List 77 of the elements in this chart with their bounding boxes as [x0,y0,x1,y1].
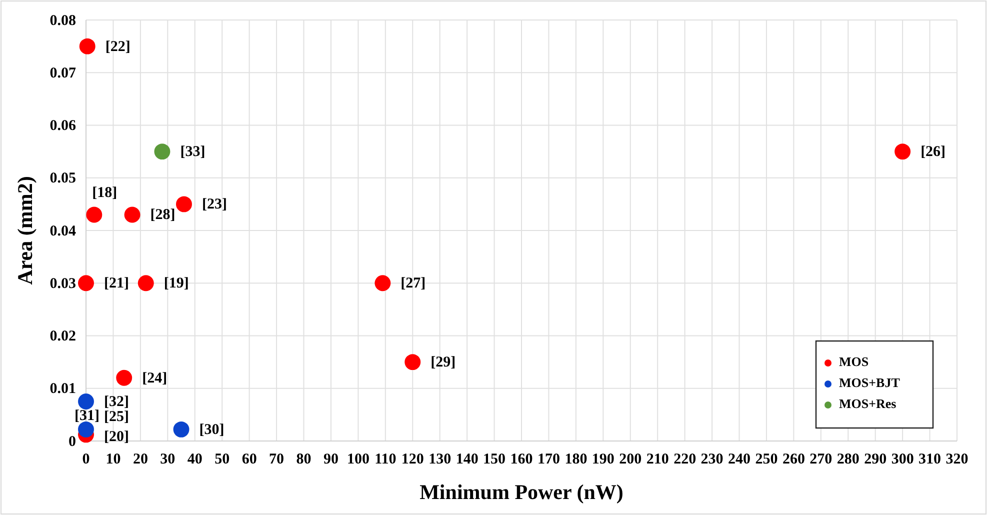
x-tick-label: 70 [269,452,284,468]
x-tick-label: 220 [674,452,696,468]
annotation: [31] [74,408,100,424]
x-axis-title: Minimum Power (nW) [420,480,624,504]
legend-label: MOS [839,354,869,369]
x-tick-label: 260 [782,452,805,468]
point [374,275,391,292]
annotation: [22] [105,38,130,55]
point [124,206,140,223]
x-tick-label: 0 [82,452,90,468]
point [78,275,94,292]
x-tick-label: 150 [483,452,506,468]
annotation: [30] [199,422,224,438]
x-tick-label: 300 [891,452,914,468]
x-tick-label: 190 [592,452,614,468]
x-tick-label: 90 [323,452,338,468]
x-tick-label: 290 [864,452,887,468]
y-tick-label: 0 [68,434,76,450]
y-axis-title: Area (mm2) [13,176,37,285]
x-tick-label: 110 [374,452,396,468]
annotation: [23] [202,196,227,213]
annotation: [26] [920,144,946,160]
x-tick-label: 30 [160,452,176,468]
point [176,196,192,212]
x-tick-label: 240 [728,452,750,468]
point [86,206,102,223]
x-tick-label: 180 [564,452,588,468]
x-tick-label: 210 [646,452,669,468]
y-tick-label: 0.05 [50,170,76,187]
point [404,354,421,370]
x-tick-label: 160 [510,452,533,468]
annotation: [27] [400,276,426,292]
x-tick-label: 10 [106,452,121,468]
point [79,38,96,54]
legend-label: MOS+Res [839,396,896,411]
point [116,370,132,386]
y-tick-label: 0.02 [50,328,76,345]
x-tick-label: 50 [214,452,230,468]
y-tick-label: 0.01 [50,381,76,398]
point [154,144,170,160]
point [138,275,154,292]
x-tick-label: 100 [346,452,370,468]
x-tick-label: 120 [401,452,424,468]
annotation: [18] [92,185,118,202]
y-tick-label: 0.03 [50,276,76,292]
x-tick-label: 280 [836,452,860,468]
annotation: [28] [150,207,176,224]
point [173,421,190,438]
x-tick-label: 80 [296,452,312,468]
x-tick-label: 130 [428,452,452,468]
annotation: [21] [104,276,129,292]
y-tick-label: 0.04 [50,223,76,240]
x-tick-label: 200 [619,452,642,468]
annotation: [33] [180,144,206,160]
point [78,394,94,410]
point [894,144,911,160]
annotation: [29] [430,354,456,370]
x-tick-label: 270 [810,452,832,468]
y-tick-label: 0.06 [50,118,76,134]
x-tick-label: 310 [918,452,942,468]
x-tick-label: 170 [537,452,560,468]
x-tick-label: 20 [132,452,148,468]
y-tick-label: 0.07 [50,65,76,82]
annotation: [20] [104,429,129,446]
point [78,421,94,438]
x-tick-label: 230 [700,452,724,468]
x-tick-label: 40 [187,452,202,468]
annotation: [32] [104,394,129,410]
legend-label: MOS+BJT [839,374,900,390]
x-tick-label: 250 [755,452,778,468]
x-tick-label: 140 [456,452,478,468]
y-tick-label: 0.08 [50,12,76,29]
annotation: [25] [104,408,129,425]
x-tick-label: 320 [946,452,968,468]
annotation: [19] [164,276,189,292]
x-tick-label: 60 [242,452,257,468]
annotation: [24] [142,370,168,386]
